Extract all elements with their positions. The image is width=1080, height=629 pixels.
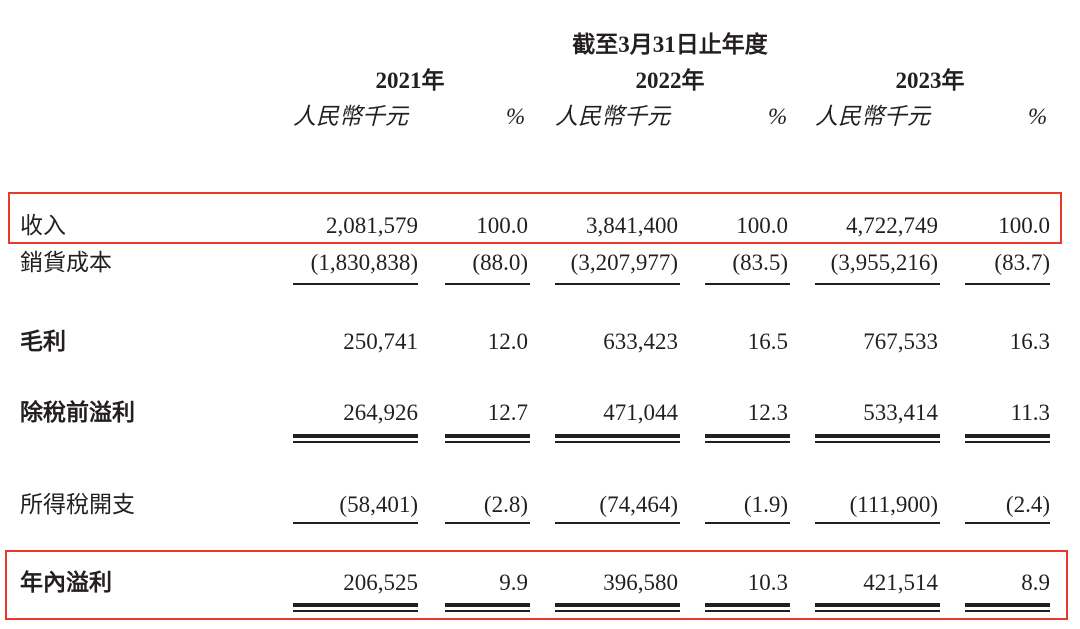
double-underline — [293, 610, 418, 612]
double-underline — [555, 441, 680, 443]
double-underline — [705, 441, 790, 443]
double-underline — [705, 610, 790, 612]
double-underline — [965, 610, 1050, 612]
year-header-2021: 2021年 — [375, 68, 445, 93]
row-label: 銷貨成本 — [20, 250, 112, 275]
amount-cell: 633,423 — [603, 329, 678, 354]
unit-percent: % — [768, 104, 788, 129]
double-underline — [293, 603, 418, 607]
percent-cell: 100.0 — [736, 213, 788, 238]
amount-cell: (3,207,977) — [570, 250, 678, 275]
double-underline — [965, 441, 1050, 443]
row-label: 年內溢利 — [20, 570, 112, 595]
year-header-2023: 2023年 — [895, 68, 965, 93]
percent-cell: 12.3 — [747, 400, 788, 425]
percent-cell: 12.0 — [487, 329, 528, 354]
single-underline — [555, 522, 680, 524]
amount-cell: 533,414 — [863, 400, 938, 425]
double-underline — [555, 603, 680, 607]
amount-cell: (58,401) — [339, 492, 418, 517]
percent-cell: (1.9) — [743, 492, 788, 517]
percent-cell: (88.0) — [472, 250, 528, 275]
percent-cell: 16.3 — [1009, 329, 1050, 354]
single-underline — [293, 522, 418, 524]
double-underline — [555, 434, 680, 438]
period-title: 截至3月31日止年度 — [572, 32, 768, 57]
double-underline — [705, 434, 790, 438]
double-underline — [293, 434, 418, 438]
single-underline — [293, 283, 418, 285]
percent-cell: 100.0 — [476, 213, 528, 238]
year-header-2022: 2022年 — [635, 68, 705, 93]
percent-cell: 8.9 — [1021, 570, 1050, 595]
double-underline — [965, 434, 1050, 438]
single-underline — [965, 522, 1050, 524]
amount-cell: (74,464) — [599, 492, 678, 517]
amount-cell: 767,533 — [863, 329, 938, 354]
row-label: 收入 — [20, 213, 66, 238]
double-underline — [815, 434, 940, 438]
single-underline — [705, 283, 790, 285]
single-underline — [555, 283, 680, 285]
double-underline — [965, 603, 1050, 607]
percent-cell: (83.7) — [994, 250, 1050, 275]
double-underline — [815, 610, 940, 612]
unit-percent: % — [506, 104, 526, 129]
amount-cell: 250,741 — [343, 329, 418, 354]
percent-cell: 100.0 — [998, 213, 1050, 238]
unit-amount: 人民幣千元 — [815, 104, 930, 129]
amount-cell: 4,722,749 — [846, 213, 938, 238]
amount-cell: 206,525 — [343, 570, 418, 595]
row-label: 除稅前溢利 — [20, 400, 135, 425]
percent-cell: (2.8) — [483, 492, 528, 517]
row-label: 所得稅開支 — [20, 492, 135, 517]
single-underline — [445, 283, 530, 285]
double-underline — [815, 603, 940, 607]
double-underline — [445, 434, 530, 438]
double-underline — [445, 603, 530, 607]
percent-cell: (2.4) — [1005, 492, 1050, 517]
double-underline — [815, 441, 940, 443]
double-underline — [445, 441, 530, 443]
amount-cell: 471,044 — [603, 400, 678, 425]
percent-cell: 16.5 — [747, 329, 788, 354]
single-underline — [445, 522, 530, 524]
amount-cell: 421,514 — [863, 570, 938, 595]
percent-cell: 9.9 — [499, 570, 528, 595]
double-underline — [293, 441, 418, 443]
percent-cell: (83.5) — [732, 250, 788, 275]
highlight-box-net-profit — [5, 550, 1068, 620]
single-underline — [815, 283, 940, 285]
single-underline — [965, 283, 1050, 285]
single-underline — [705, 522, 790, 524]
double-underline — [555, 610, 680, 612]
unit-amount: 人民幣千元 — [293, 104, 408, 129]
double-underline — [445, 610, 530, 612]
amount-cell: (1,830,838) — [310, 250, 418, 275]
highlight-box-revenue — [8, 192, 1062, 244]
double-underline — [705, 603, 790, 607]
single-underline — [815, 522, 940, 524]
percent-cell: 10.3 — [747, 570, 788, 595]
percent-cell: 12.7 — [487, 400, 528, 425]
unit-amount: 人民幣千元 — [555, 104, 670, 129]
percent-cell: 11.3 — [1010, 400, 1050, 425]
amount-cell: 2,081,579 — [326, 213, 418, 238]
amount-cell: (111,900) — [849, 492, 938, 517]
amount-cell: 264,926 — [343, 400, 418, 425]
amount-cell: 396,580 — [603, 570, 678, 595]
row-label: 毛利 — [20, 329, 66, 354]
amount-cell: 3,841,400 — [586, 213, 678, 238]
amount-cell: (3,955,216) — [830, 250, 938, 275]
unit-percent: % — [1028, 104, 1048, 129]
